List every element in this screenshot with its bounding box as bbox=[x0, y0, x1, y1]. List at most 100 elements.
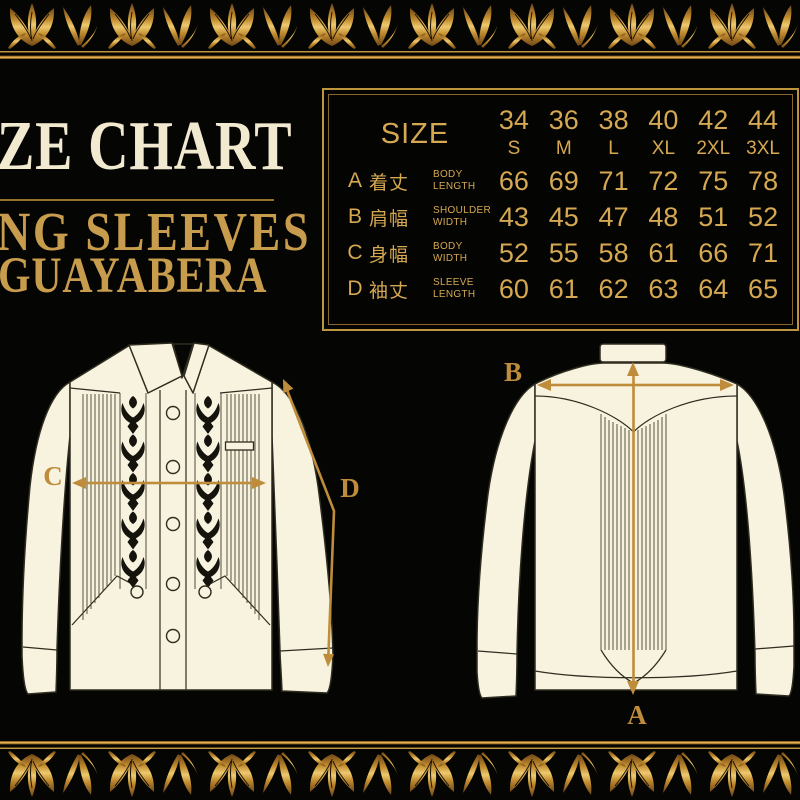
size-value: 52 bbox=[748, 201, 779, 232]
size-number: 34 bbox=[498, 104, 529, 135]
size-value: 45 bbox=[548, 201, 579, 232]
measure-label-a: A bbox=[627, 700, 647, 730]
row-en-line1: BODY bbox=[433, 169, 463, 180]
size-table: SIZE 34 S 36 M 38 L 40 XL 42 2XL 44 3XL A 着丈 BODY LENGT… bbox=[322, 88, 799, 331]
row-en-line2: LENGTH bbox=[433, 181, 476, 192]
size-table-title: SIZE bbox=[380, 117, 450, 150]
row-key: B bbox=[347, 205, 362, 228]
row-en-label: SHOULDER WIDTH bbox=[425, 205, 491, 229]
back-pleats bbox=[600, 414, 667, 650]
size-value: 66 bbox=[698, 237, 729, 268]
ornamental-border-top bbox=[0, 0, 800, 62]
row-en-label: SLEEVE LENGTH bbox=[425, 277, 489, 301]
subtitle-long-sleeves: NG SLEEVES bbox=[0, 201, 312, 262]
size-column-header: 34 S bbox=[498, 104, 529, 159]
embroidery-strip-borders bbox=[119, 393, 222, 589]
row-kanji: 肩幅 bbox=[369, 208, 410, 230]
front-pleats bbox=[82, 394, 260, 620]
ornamental-border-bottom bbox=[0, 738, 800, 800]
size-value: 75 bbox=[698, 165, 729, 196]
size-number: 44 bbox=[748, 104, 779, 135]
size-letter: 2XL bbox=[696, 137, 731, 159]
row-en-line1: SHOULDER bbox=[433, 205, 491, 216]
size-column-header: 40 XL bbox=[648, 104, 679, 159]
row-en-line1: BODY bbox=[433, 241, 463, 252]
size-value: 71 bbox=[748, 237, 779, 268]
size-value: 55 bbox=[548, 237, 579, 268]
size-column-header: 42 2XL bbox=[696, 104, 731, 159]
body-length-arrow bbox=[627, 362, 639, 695]
size-number: 40 bbox=[648, 104, 679, 135]
size-letter: XL bbox=[651, 137, 676, 159]
front-left-sleeve bbox=[21, 381, 71, 695]
row-key: C bbox=[347, 241, 363, 264]
back-right-sleeve bbox=[736, 383, 795, 697]
row-en-label: BODY WIDTH bbox=[425, 241, 489, 265]
front-shirt-diagram: C D bbox=[21, 342, 360, 695]
row-kanji: 着丈 bbox=[369, 172, 410, 194]
size-value: 52 bbox=[498, 237, 529, 268]
size-value: 43 bbox=[498, 201, 529, 232]
row-en-line2: LENGTH bbox=[433, 289, 476, 300]
front-right-yoke-line bbox=[219, 387, 273, 394]
row-en-label: BODY LENGTH bbox=[425, 169, 489, 193]
row-key: D bbox=[347, 277, 363, 300]
row-en-line1: SLEEVE bbox=[433, 277, 474, 288]
size-number: 38 bbox=[598, 104, 629, 135]
back-body bbox=[534, 362, 738, 691]
row-en-line2: WIDTH bbox=[433, 253, 468, 264]
front-right-cuff-line bbox=[279, 647, 334, 652]
back-collar-band bbox=[599, 343, 667, 363]
front-placket-lines bbox=[159, 390, 187, 690]
size-value: 69 bbox=[548, 165, 579, 196]
size-value: 47 bbox=[598, 201, 629, 232]
back-shirt-diagram: B A bbox=[476, 343, 795, 730]
size-value: 51 bbox=[698, 201, 729, 232]
size-column-header: 44 3XL bbox=[746, 104, 780, 159]
front-left-yoke-line bbox=[69, 387, 121, 394]
back-right-cuff-line bbox=[754, 645, 795, 650]
size-value: 62 bbox=[598, 273, 629, 304]
chest-pocket bbox=[224, 441, 255, 451]
size-table-grid: SIZE 34 S 36 M 38 L 40 XL 42 2XL 44 3XL A 着丈 BODY LENGT… bbox=[329, 95, 792, 324]
row-kanji: 袖丈 bbox=[369, 280, 410, 302]
back-hem-curve bbox=[534, 670, 738, 679]
measure-label-d: D bbox=[340, 473, 360, 503]
size-value: 78 bbox=[748, 165, 779, 196]
chest-width-arrow bbox=[72, 477, 266, 489]
size-letter: M bbox=[555, 137, 572, 159]
row-kanji: 身幅 bbox=[369, 244, 410, 266]
sleeve-length-arrow bbox=[283, 379, 336, 667]
size-value: 61 bbox=[648, 237, 679, 268]
size-value: 65 bbox=[748, 273, 779, 304]
back-left-cuff-line bbox=[477, 650, 518, 655]
measure-label-b: B bbox=[504, 357, 522, 387]
front-buttons bbox=[130, 405, 212, 644]
size-table-inner-frame: SIZE 34 S 36 M 38 L 40 XL 42 2XL 44 3XL A 着丈 BODY LENGT… bbox=[328, 94, 793, 325]
size-value: 72 bbox=[648, 165, 679, 196]
size-letter: L bbox=[608, 137, 619, 159]
size-value: 71 bbox=[598, 165, 629, 196]
front-collar bbox=[128, 342, 210, 394]
size-value: 48 bbox=[648, 201, 679, 232]
front-right-sleeve bbox=[271, 381, 334, 694]
size-value: 63 bbox=[648, 273, 679, 304]
measure-label-c: C bbox=[43, 461, 63, 491]
size-value: 58 bbox=[598, 237, 629, 268]
row-en-line2: WIDTH bbox=[433, 217, 468, 228]
title-size-chart: ZE CHART bbox=[0, 108, 293, 185]
size-letter: 3XL bbox=[746, 137, 780, 159]
size-value: 61 bbox=[548, 273, 579, 304]
size-number: 42 bbox=[698, 104, 729, 135]
size-value: 66 bbox=[498, 165, 529, 196]
back-left-sleeve bbox=[476, 383, 536, 699]
size-value: 60 bbox=[498, 273, 529, 304]
row-key: A bbox=[347, 169, 362, 192]
subtitle-guayabera: GUAYABERA bbox=[0, 248, 268, 304]
size-letter: S bbox=[507, 137, 521, 159]
size-value: 64 bbox=[698, 273, 729, 304]
title-divider bbox=[0, 199, 274, 201]
size-column-header: 36 M bbox=[549, 106, 579, 159]
size-column-header: 38 L bbox=[598, 104, 629, 159]
